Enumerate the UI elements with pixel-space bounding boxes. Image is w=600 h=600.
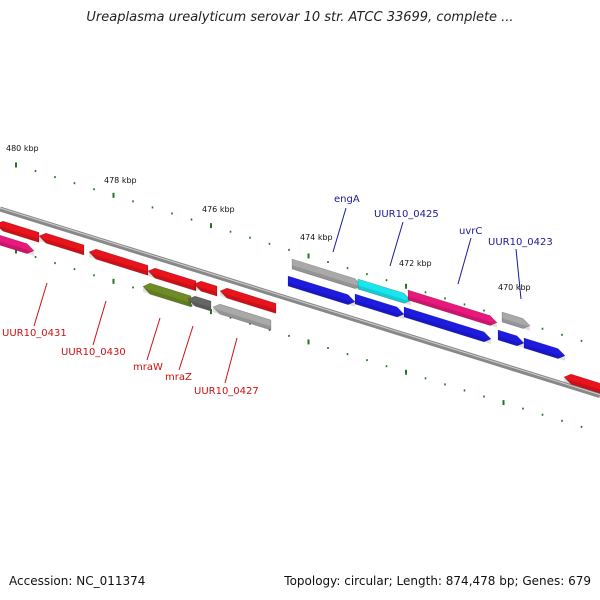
gene-arrow [403, 306, 492, 343]
map-title: Ureaplasma urealyticum serovar 10 str. A… [86, 10, 514, 25]
kbp-label: 478 kbp [104, 176, 137, 185]
leader-line [92, 300, 107, 346]
gene-label: engA [334, 194, 360, 205]
gene-arrow [88, 248, 149, 276]
gene-arrow-shade [288, 282, 355, 307]
gene-mraZ [187, 295, 212, 312]
kbp-label: 480 kbp [6, 144, 39, 153]
gene-UUR10_0423-shade [502, 318, 530, 331]
summary-text: Topology: circular; Length: 874,478 bp; … [284, 574, 591, 588]
gene-arrow-shade [0, 241, 34, 256]
gene-mraZ-shade [188, 300, 211, 312]
gene-UUR10_0423 [501, 311, 531, 329]
gene-label: mraZ [165, 372, 192, 383]
gene-UUR10_0425-shade [358, 285, 411, 306]
gene-mraW-shade [143, 287, 191, 307]
accession-text: Accession: NC_011374 [9, 574, 146, 588]
backbone-highlight [0, 207, 600, 396]
gene-arrow [193, 280, 218, 297]
gene-engA-shade [292, 265, 362, 291]
gene-arrow [523, 337, 566, 359]
gene-label: UUR10_0431 [2, 328, 67, 339]
leader-line [457, 237, 472, 285]
gene-arrow-shade [89, 253, 148, 276]
leader-line [515, 248, 522, 300]
kbp-label: 470 kbp [498, 283, 531, 292]
gene-arrow [354, 293, 405, 318]
gene-arrow [38, 232, 85, 256]
leader-line [33, 282, 48, 327]
backbone-line [0, 206, 600, 398]
kbp-label: 476 kbp [202, 205, 235, 214]
gene-uvrC [407, 289, 498, 326]
genome-backbone [0, 206, 600, 398]
gene-arrow [147, 267, 197, 292]
gene-label: UUR10_0430 [61, 347, 126, 358]
gene-label: UUR10_0427 [194, 386, 259, 397]
gene-mraW [142, 282, 192, 308]
kbp-label: 472 kbp [399, 259, 432, 268]
gene-arrow-shade [148, 272, 196, 291]
gene-arrow-shade [0, 226, 39, 243]
leader-line [146, 317, 161, 361]
gene-UUR10_0427-shade [213, 308, 271, 331]
gene-label: UUR10_0423 [488, 237, 553, 248]
gene-arrow-shade [355, 300, 404, 320]
gene-features [0, 220, 600, 394]
kbp-label: 474 kbp [300, 233, 333, 242]
gene-arrow [563, 373, 600, 394]
gene-arrow [219, 287, 277, 314]
gene-arrow-shade [194, 285, 217, 297]
label-leaders [33, 207, 522, 384]
leader-line [178, 325, 194, 371]
gene-arrow-shade [404, 313, 491, 345]
gene-UUR10_0427 [212, 303, 272, 331]
labels: 480 kbp 478 kbp 476 kbp 474 kbp 472 kbp 470 k… [2, 144, 553, 397]
gene-arrow-shade [39, 237, 84, 255]
gene-arrow [497, 329, 525, 347]
gene-arrow [0, 234, 35, 254]
gene-label: uvrC [459, 226, 482, 237]
gene-arrow-shade [524, 344, 565, 361]
gene-arrow-shade [220, 292, 276, 314]
gene-arrow-shade [498, 336, 524, 349]
gene-label: UUR10_0425 [374, 209, 439, 220]
leader-line [224, 337, 238, 384]
gene-arrow [0, 220, 40, 243]
leader-line [389, 221, 404, 267]
leader-line [332, 207, 347, 253]
tick-marks [15, 162, 583, 428]
gene-uvrC-shade [408, 296, 497, 328]
gene-UUR10_0425 [357, 278, 412, 304]
gene-label: mraW [133, 362, 163, 373]
gene-arrow-shade [564, 378, 600, 394]
gene-arrow [287, 275, 356, 305]
